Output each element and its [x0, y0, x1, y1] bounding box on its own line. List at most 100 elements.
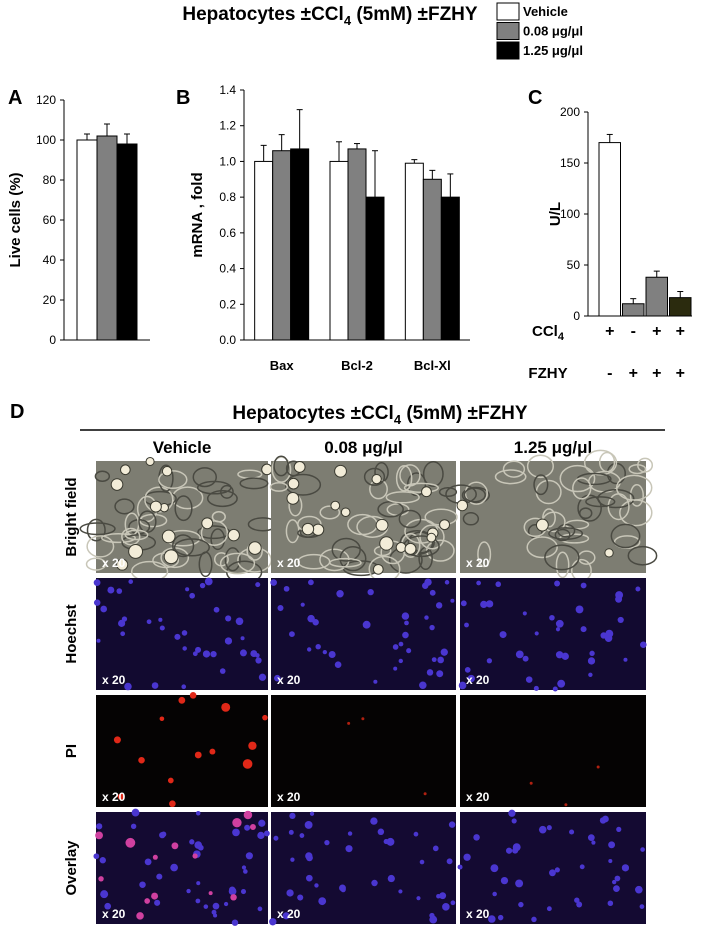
cell: [583, 449, 618, 476]
bar: [622, 303, 645, 317]
rounded-cell: [149, 500, 162, 513]
pi-nucleus: [192, 853, 198, 859]
pi-nucleus: [361, 717, 365, 721]
nucleus: [480, 600, 488, 609]
title-part: Hepatocytes ±CCl: [232, 403, 393, 424]
pi-nucleus: [262, 714, 268, 721]
nucleus: [244, 824, 251, 831]
nucleus: [554, 580, 561, 587]
y-tick-label: 20: [43, 293, 57, 307]
cell: [86, 518, 106, 542]
cell: [377, 501, 404, 518]
nucleus: [219, 668, 226, 674]
pi-nucleus: [178, 696, 186, 704]
nucleus: [458, 681, 467, 690]
nucleus: [611, 879, 617, 885]
cell: [174, 495, 193, 522]
magnification: x 20: [102, 790, 126, 804]
y-tick-label: 40: [43, 253, 57, 267]
rounded-cell: [604, 548, 614, 558]
y-tick-label: 120: [36, 93, 56, 107]
cell: [544, 544, 580, 571]
pi-nucleus: [230, 894, 237, 901]
cell: [85, 557, 107, 571]
cell: [502, 460, 526, 478]
nucleus: [306, 647, 312, 652]
rounded-cell: [340, 507, 351, 518]
row-sign: +: [652, 365, 661, 382]
cell: [196, 480, 232, 495]
nucleus: [575, 605, 584, 614]
nucleus: [495, 581, 502, 588]
column-label: 1.25 μg/μl: [514, 438, 592, 457]
nucleus: [429, 624, 435, 631]
nucleus: [448, 821, 456, 828]
nucleus: [589, 650, 595, 657]
nucleus: [328, 651, 336, 659]
magnification: x 20: [277, 556, 301, 570]
pi-nucleus: [113, 736, 121, 744]
nucleus: [318, 897, 327, 906]
cell: [211, 511, 226, 523]
nucleus: [450, 900, 456, 906]
rounded-cell: [372, 563, 384, 575]
nucleus: [283, 585, 290, 592]
row-label: Overlay: [63, 840, 80, 896]
nucleus: [604, 634, 613, 643]
row-label: PI: [63, 744, 80, 758]
bar: [598, 142, 621, 317]
cell: [192, 467, 218, 488]
nucleus: [467, 674, 475, 683]
nucleus: [490, 864, 499, 873]
rounded-cell: [395, 542, 407, 553]
x-tick-label: Bcl-2: [341, 358, 373, 373]
nucleus: [450, 598, 455, 603]
nucleus: [128, 579, 134, 584]
nucleus: [442, 903, 450, 911]
column-label: 0.08 μg/μl: [324, 438, 402, 457]
nucleus: [476, 580, 481, 586]
panel-label: A: [8, 87, 22, 109]
row-sign: +: [629, 365, 638, 382]
nucleus: [531, 916, 537, 923]
nucleus: [383, 839, 389, 845]
cell: [615, 474, 653, 501]
nucleus: [199, 582, 206, 589]
nucleus: [440, 648, 448, 656]
cell: [219, 552, 256, 575]
micrograph: x 20: [271, 695, 456, 807]
nucleus: [404, 620, 409, 626]
nucleus: [324, 839, 330, 846]
nucleus: [257, 906, 263, 912]
magnification: x 20: [466, 790, 490, 804]
pi-nucleus: [564, 803, 568, 807]
nucleus: [446, 858, 453, 865]
nucleus: [579, 864, 585, 870]
micrograph: x 20: [445, 449, 658, 582]
nucleus: [533, 685, 539, 691]
nucleus: [371, 879, 378, 887]
pi-nucleus: [167, 777, 174, 784]
nucleus: [555, 619, 564, 628]
nucleus: [429, 589, 436, 596]
nucleus: [492, 891, 497, 897]
nucleus: [554, 867, 560, 873]
magnification: x 20: [466, 673, 490, 687]
nucleus: [300, 602, 305, 607]
nucleus: [640, 847, 645, 852]
rounded-cell: [456, 499, 469, 512]
nucleus: [139, 881, 146, 888]
nucleus: [525, 676, 533, 683]
nucleus: [512, 843, 521, 852]
micrograph-background: [271, 812, 456, 924]
nucleus: [635, 885, 643, 894]
nucleus: [561, 652, 569, 661]
title-part: Hepatocytes ±CCl: [182, 4, 343, 25]
nucleus: [413, 831, 419, 837]
cell: [559, 464, 596, 493]
nucleus: [93, 599, 101, 606]
cell: [395, 465, 413, 492]
pi-nucleus: [248, 741, 257, 750]
nucleus: [387, 874, 395, 883]
cell: [438, 487, 458, 498]
